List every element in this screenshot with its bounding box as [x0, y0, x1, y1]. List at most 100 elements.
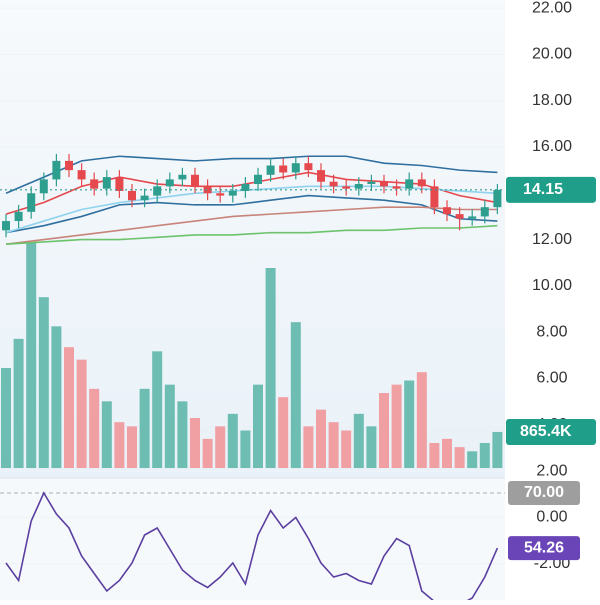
- y-tick-label: 10.00: [532, 277, 572, 294]
- candle-body: [291, 163, 300, 173]
- indicator-line: [5, 171, 498, 215]
- candle-body: [380, 181, 388, 187]
- candle-body: [65, 160, 73, 171]
- candle-body: [77, 170, 86, 180]
- volume-bar: [227, 413, 238, 468]
- volume-bar: [190, 418, 200, 468]
- volume-bar: [416, 372, 427, 468]
- y-tick-label: 8.00: [536, 323, 567, 340]
- candle-body: [329, 181, 338, 187]
- y-tick-label: 20.00: [532, 46, 572, 63]
- candle-body: [468, 216, 477, 219]
- volume-bar: [1, 368, 11, 468]
- volume-bar: [215, 426, 226, 468]
- candle-body: [115, 177, 124, 191]
- volume-tag: [506, 418, 596, 445]
- volume-bar: [64, 347, 74, 468]
- candle-body: [279, 165, 288, 173]
- volume-bar: [265, 268, 276, 468]
- candle-body: [203, 186, 212, 194]
- candle-body: [39, 179, 48, 194]
- volume-bar: [467, 451, 478, 468]
- candle-body: [2, 221, 10, 231]
- candle-body: [443, 207, 451, 215]
- volume-bar: [479, 443, 490, 468]
- candle-body: [52, 160, 61, 180]
- volume-bar: [316, 409, 326, 468]
- candle-body: [216, 193, 225, 196]
- volume-label: 865.4K: [520, 423, 572, 440]
- volume-bar: [290, 322, 301, 468]
- volume-bar: [51, 326, 62, 468]
- y-tick-label: 12.00: [532, 231, 572, 248]
- volume-bar: [101, 401, 112, 468]
- volume-bar: [38, 297, 49, 468]
- volume-bar: [341, 430, 352, 468]
- candle-body: [14, 211, 23, 222]
- volume-bar: [379, 393, 389, 468]
- volume-bar: [253, 384, 263, 468]
- y-tick-label: 6.00: [536, 370, 567, 387]
- candle-body: [493, 189, 502, 208]
- volume-bar: [454, 447, 465, 468]
- rsi-level-tag: [508, 481, 580, 505]
- volume-bar: [303, 426, 314, 468]
- candle-body: [228, 190, 237, 196]
- last-price-tag: [506, 176, 596, 203]
- volume-bar: [492, 431, 503, 468]
- candle-body: [480, 207, 489, 217]
- candle-body: [304, 163, 313, 171]
- indicator-line: [5, 155, 498, 195]
- rsi-level-label: 70.00: [524, 484, 564, 501]
- candle-body: [178, 174, 187, 180]
- volume-bar: [177, 401, 188, 468]
- rsi-line: [5, 491, 499, 605]
- candle-body: [27, 193, 36, 212]
- candle-body: [317, 170, 325, 182]
- volume-bar: [328, 422, 339, 468]
- y-tick-label: 22.00: [532, 0, 572, 16]
- candle-body: [254, 174, 262, 185]
- volume-bar: [278, 397, 289, 468]
- volume-bar: [202, 438, 213, 468]
- volume-bar: [127, 426, 137, 468]
- candle-body: [405, 179, 414, 189]
- candle-body: [417, 179, 426, 187]
- candle-body: [128, 190, 136, 201]
- candle-body: [241, 184, 250, 191]
- volume-bar: [164, 384, 175, 468]
- rsi-pane: [0, 478, 505, 600]
- volume-bar: [442, 438, 452, 468]
- candle-body: [354, 184, 363, 189]
- rsi-label: 54.26: [524, 539, 564, 556]
- candle-body: [165, 179, 174, 187]
- candle-body: [90, 179, 99, 189]
- candle-body: [392, 186, 401, 189]
- candle-body: [455, 214, 464, 219]
- candle-body: [102, 177, 111, 189]
- volume-bar: [429, 443, 440, 468]
- y-tick-label: 18.00: [532, 92, 572, 109]
- candle-body: [191, 174, 199, 187]
- volume-bar: [391, 384, 402, 468]
- candle-body: [367, 181, 376, 185]
- price-pane: [0, 0, 505, 478]
- candle-body: [430, 186, 439, 208]
- volume-bar: [366, 426, 377, 468]
- candle-body: [342, 186, 351, 189]
- indicator-line: [5, 224, 498, 246]
- volume-bar: [353, 413, 364, 468]
- volume-bar: [76, 359, 87, 468]
- indicator-line: [5, 194, 498, 234]
- volume-bar: [114, 422, 125, 468]
- last-price-label: 14.15: [523, 181, 563, 198]
- volume-bar: [13, 338, 24, 468]
- volume-bar: [404, 380, 415, 468]
- y-tick-label: 16.00: [532, 138, 572, 155]
- rsi-tag: [508, 536, 580, 561]
- volume-bar: [240, 430, 251, 468]
- volume-bar: [152, 351, 163, 468]
- candle-body: [153, 186, 162, 196]
- y-tick-label: 0.00: [536, 509, 567, 526]
